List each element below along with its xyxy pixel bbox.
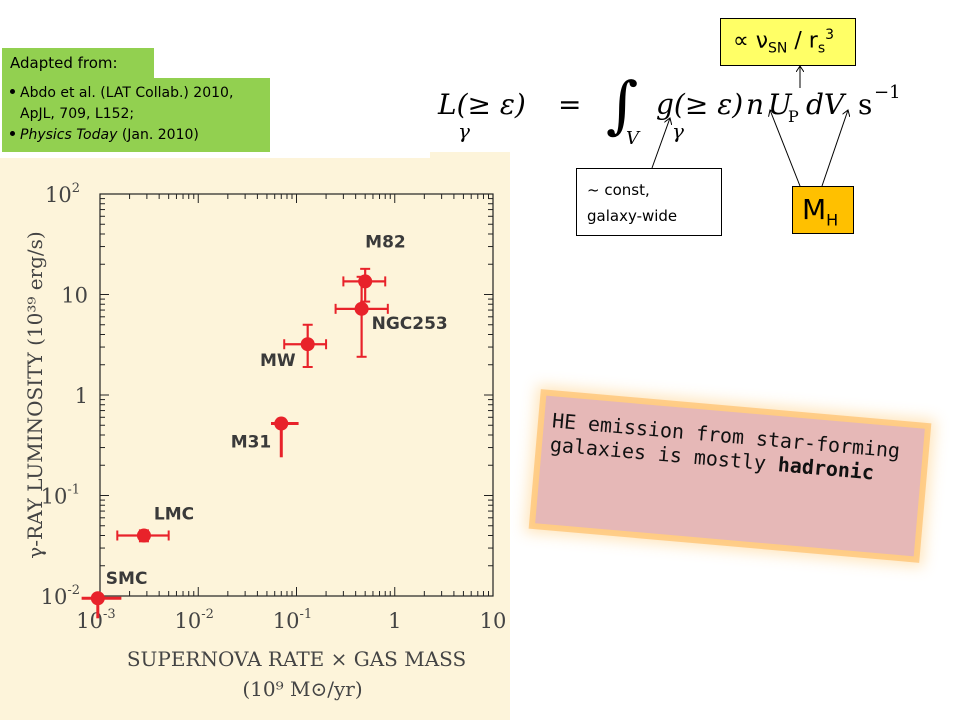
- constant-note-box: ~ const, galaxy-wide: [576, 168, 722, 236]
- data-point-mw: [283, 323, 328, 368]
- data-points: [81, 267, 389, 619]
- luminosity-equation: L(≥ ε) γ = ∫ V g(≥ ε) γ n U P dV s −1: [437, 68, 901, 149]
- x-tick-label: 1: [388, 609, 401, 633]
- mh-arrow-n: [770, 110, 801, 187]
- reference-text: Abdo et al. (LAT Collab.) 2010, ApJL, 70…: [20, 85, 234, 122]
- integral-sign: ∫: [606, 68, 638, 141]
- gamma-subscript-lhs: γ: [458, 119, 470, 143]
- data-marker: [136, 528, 151, 543]
- proportional-sub2: s: [817, 40, 826, 57]
- reference-journal: Physics Today: [20, 127, 118, 143]
- axis-ticks: [99, 194, 493, 597]
- y-tick-labels: 10-2 10-1 1 10 102: [41, 181, 88, 609]
- point-label-m31: M31: [231, 433, 272, 453]
- bullet-icon: [10, 131, 15, 136]
- chart-top-strip: [0, 152, 430, 158]
- mh-box: MH: [792, 186, 854, 234]
- point-label-smc: SMC: [106, 569, 148, 589]
- point-label-m82: M82: [365, 232, 406, 252]
- x-tick-label: 10: [480, 609, 507, 633]
- equation-n: n: [746, 88, 764, 121]
- equation-lhs: L(≥ ε): [437, 88, 526, 121]
- proportional-sup: 3: [825, 27, 835, 43]
- data-marker: [354, 301, 369, 316]
- data-point-m31: [270, 416, 299, 458]
- y-tick-label: 10: [61, 284, 88, 308]
- bullet-icon: [10, 89, 15, 94]
- constant-note-line2: galaxy-wide: [587, 207, 678, 225]
- equation-unit: s: [858, 88, 872, 121]
- equation-equals: =: [558, 88, 581, 121]
- data-marker: [274, 416, 289, 431]
- point-labels: M82 NGC253 MW M31 LMC SMC: [106, 232, 448, 589]
- mh-arrow-dv: [821, 110, 848, 187]
- mh-sub: H: [826, 210, 839, 230]
- mh-main: M: [802, 193, 827, 226]
- const-arrow: [651, 118, 670, 169]
- references-box: Abdo et al. (LAT Collab.) 2010, ApJL, 70…: [2, 78, 270, 156]
- y-tick-label: 10-1: [41, 483, 80, 509]
- gamma-subscript-g: γ: [672, 119, 684, 143]
- data-point-lmc: [116, 528, 170, 543]
- equation-unit-exp: −1: [874, 82, 901, 103]
- reference-date: (Jan. 2010): [117, 127, 199, 143]
- x-tick-label: 10-1: [273, 607, 312, 633]
- equation-dV: dV: [806, 88, 847, 121]
- point-label-lmc: LMC: [154, 504, 194, 524]
- y-tick-label: 10-2: [41, 583, 80, 609]
- reference-item: Abdo et al. (LAT Collab.) 2010, ApJL, 70…: [10, 83, 270, 125]
- chart-panel: [0, 152, 510, 720]
- integral-lower-limit: V: [626, 128, 641, 149]
- data-marker: [90, 591, 105, 606]
- x-tick-label: 10-2: [175, 607, 214, 633]
- equation-U-sub: P: [788, 107, 799, 126]
- proportional-symbol: ∝ ν: [733, 28, 768, 54]
- y-tick-label: 1: [75, 384, 88, 408]
- constant-note-line1: ~ const,: [587, 181, 650, 199]
- adapted-from-label: Adapted from:: [2, 48, 154, 78]
- proportional-mid: / r: [787, 28, 818, 54]
- data-point-ngc253: [334, 275, 389, 358]
- reference-item: Physics Today (Jan. 2010): [10, 125, 270, 146]
- x-axis-label-line2: (10⁹ M⊙/yr): [242, 677, 362, 701]
- y-axis-label: γ-RAY LUMINOSITY (10³⁹ erg/s): [23, 231, 47, 558]
- proportionality-box: ∝ νSN / rs3: [720, 18, 856, 66]
- proportional-sub: SN: [768, 40, 788, 57]
- x-axis-label-line1: SUPERNOVA RATE × GAS MASS: [127, 647, 466, 671]
- point-label-mw: MW: [260, 351, 296, 371]
- point-label-ngc253: NGC253: [372, 314, 448, 334]
- equation-g: g(≥ ε): [656, 88, 743, 121]
- y-tick-label: 102: [45, 181, 80, 207]
- data-marker: [300, 337, 315, 352]
- data-point-smc: [81, 591, 122, 619]
